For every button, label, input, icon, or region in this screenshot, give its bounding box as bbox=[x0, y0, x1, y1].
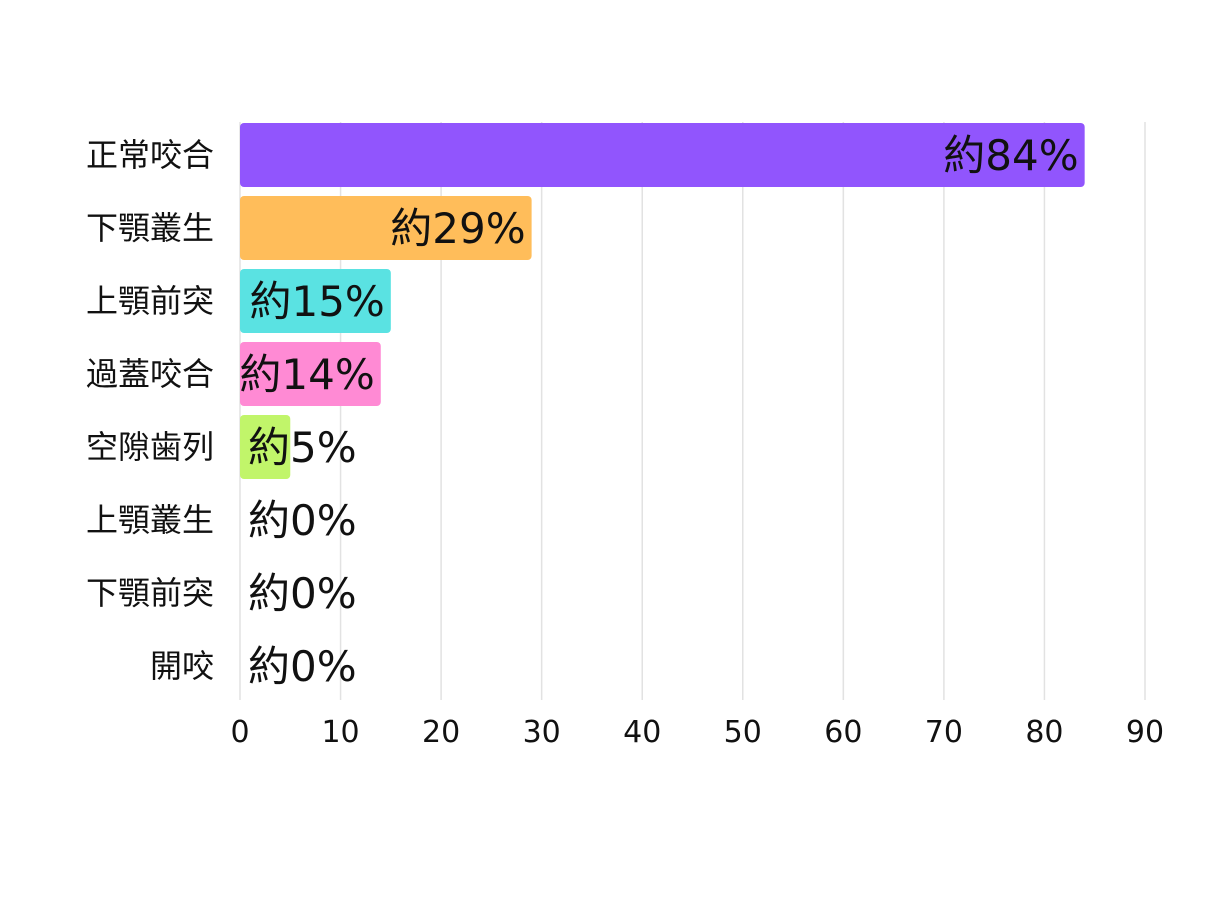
category-label: 開咬 bbox=[150, 647, 214, 685]
data-label: 約14% bbox=[239, 350, 374, 399]
data-label: 約0% bbox=[248, 496, 357, 545]
data-labels: 約84% 約29%約15% 約14% 約5% 約0% 約0% 約0% bbox=[239, 131, 1078, 691]
x-tick-label: 80 bbox=[1025, 715, 1063, 750]
data-label: 約0% bbox=[248, 642, 357, 691]
category-label: 正常咬合 bbox=[86, 136, 214, 174]
x-tick-label: 60 bbox=[824, 715, 862, 750]
x-tick-label: 70 bbox=[925, 715, 963, 750]
bar bbox=[240, 196, 532, 260]
bar bbox=[240, 123, 1085, 187]
x-tick-label: 40 bbox=[623, 715, 661, 750]
category-label: 上顎叢生 bbox=[86, 501, 214, 539]
data-label: 約0% bbox=[248, 569, 357, 618]
category-label: 上顎前突 bbox=[86, 282, 214, 320]
bar bbox=[240, 415, 291, 479]
x-tick-label: 50 bbox=[724, 715, 762, 750]
data-label: 約84% bbox=[943, 131, 1078, 180]
bar bbox=[240, 269, 391, 333]
x-tick-label: 20 bbox=[422, 715, 460, 750]
category-label: 下顎叢生 bbox=[86, 209, 214, 247]
category-label: 下顎前突 bbox=[86, 574, 214, 612]
category-label: 空隙歯列 bbox=[86, 428, 214, 466]
x-tick-label: 0 bbox=[230, 715, 249, 750]
x-axis-tick-labels: 0 10 20 30 40 50 60 70 80 90 bbox=[230, 715, 1164, 750]
data-label: 約15% bbox=[249, 277, 384, 326]
data-label: 約29% bbox=[390, 204, 525, 253]
x-tick-label: 30 bbox=[523, 715, 561, 750]
bar bbox=[240, 342, 381, 406]
x-tick-label: 90 bbox=[1126, 715, 1164, 750]
bars bbox=[240, 123, 1085, 479]
x-tick-label: 10 bbox=[321, 715, 359, 750]
data-label: 約5% bbox=[248, 423, 357, 472]
category-label: 過蓋咬合 bbox=[86, 355, 214, 393]
